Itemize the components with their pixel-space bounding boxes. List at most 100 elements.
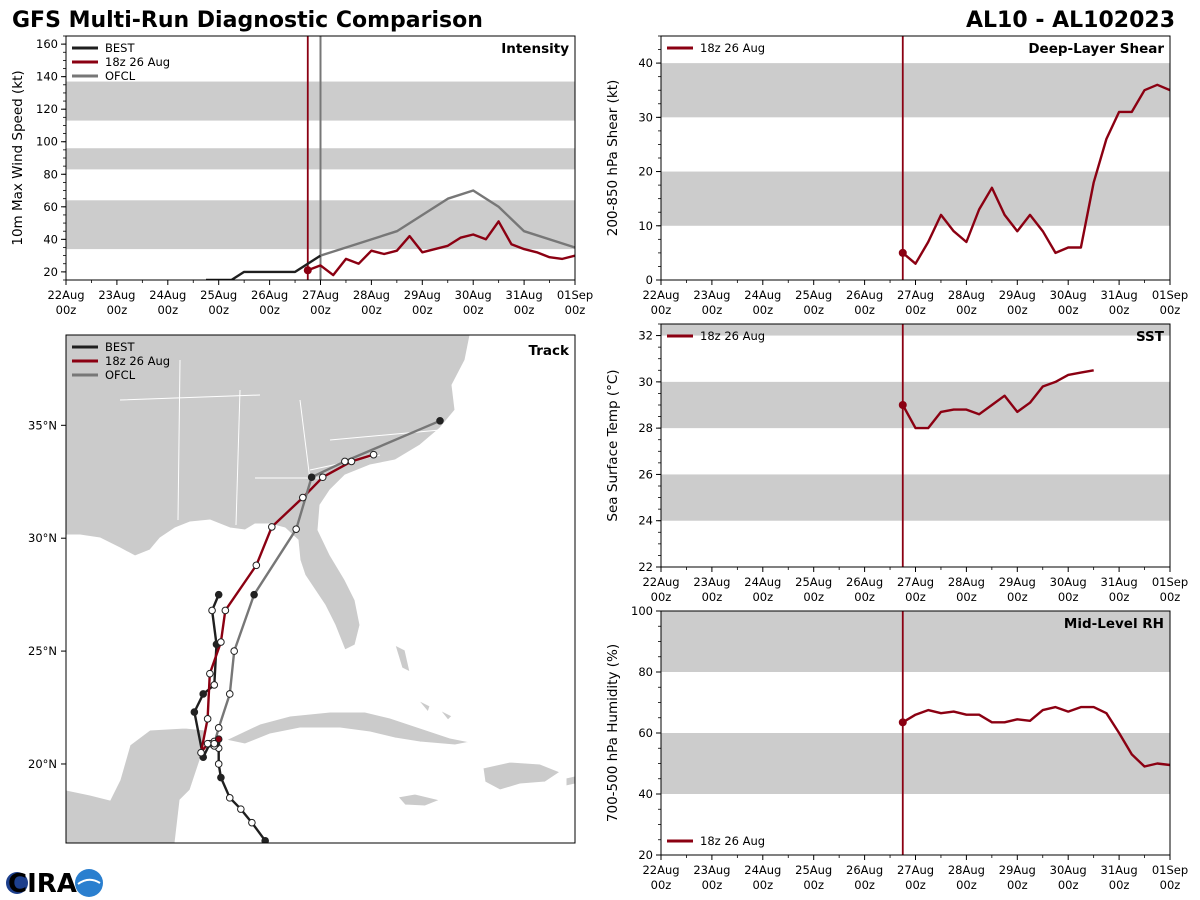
shear-ytick-label: 20 (638, 165, 653, 179)
sst-ylabel: Sea Surface Temp (°C) (605, 369, 621, 521)
map-us-mainland (66, 335, 471, 651)
sst-xtick-label: 30Aug (1050, 575, 1087, 589)
shear-panel: 01020304022Aug00z23Aug00z24Aug00z25Aug00… (605, 35, 1188, 317)
sst-ytick-label: 28 (638, 421, 653, 435)
shear-xtick-sublabel: 00z (854, 303, 875, 317)
intensity-xtick-label: 22Aug (47, 288, 84, 302)
sst-xtick-sublabel: 00z (752, 590, 773, 604)
track-point-best (261, 836, 269, 843)
shear-xtick-sublabel: 00z (1109, 303, 1130, 317)
cira-emblem-icon (75, 869, 103, 897)
rh-xtick-label: 30Aug (1050, 863, 1087, 877)
sst-ytick-label: 22 (638, 560, 653, 574)
intensity-xtick-label: 28Aug (353, 288, 390, 302)
intensity-xtick-sublabel: 00z (56, 303, 77, 317)
track-point-18z-26-aug (347, 457, 356, 466)
shear-xtick-label: 30Aug (1050, 288, 1087, 302)
shear-xtick-sublabel: 00z (803, 303, 824, 317)
track-point-ofcl (250, 590, 258, 599)
rh-xtick-sublabel: 00z (1160, 878, 1181, 892)
intensity-xtick-label: 31Aug (506, 288, 543, 302)
rh-xtick-sublabel: 00z (752, 878, 773, 892)
cira-emblem-swoosh (77, 878, 101, 885)
sst-band-1 (661, 381, 1170, 429)
track-point-best (217, 773, 225, 782)
intensity-legend-label: OFCL (105, 69, 136, 83)
sst-xtick-sublabel: 00z (803, 590, 824, 604)
intensity-legend-label: BEST (105, 41, 135, 55)
sst-band-0 (661, 474, 1170, 521)
intensity-xtick-sublabel: 00z (310, 303, 331, 317)
track-point-ofcl (436, 416, 444, 425)
track-ytick-label: 35°N (28, 418, 57, 432)
rh-xtick-label: 23Aug (693, 863, 730, 877)
shear-ytick-label: 30 (638, 110, 653, 124)
sst-xtick-label: 28Aug (948, 575, 985, 589)
track-point-best (248, 818, 256, 827)
track-point-best (214, 760, 223, 768)
sst-xtick-sublabel: 00z (905, 590, 926, 604)
rh-xtick-label: 29Aug (999, 863, 1036, 877)
intensity-xtick-sublabel: 00z (259, 303, 280, 317)
track-legend-label: 18z 26 Aug (105, 354, 170, 368)
sst-xtick-label: 26Aug (846, 575, 883, 589)
intensity-ytick-label: 120 (36, 102, 58, 116)
track-point-18z-26-aug (369, 450, 378, 459)
intensity-series-18z-26-aug (307, 220, 575, 277)
sst-ytick-label: 32 (638, 329, 653, 343)
map-yucatan (66, 727, 206, 843)
shear-legend-label: 18z 26 Aug (700, 41, 765, 55)
intensity-ylabel: 10m Max Wind Speed (kt) (10, 70, 26, 245)
rh-ytick-label: 20 (638, 848, 653, 862)
track-point-18z-26-aug (221, 606, 230, 615)
intensity-ytick-label: 100 (36, 135, 58, 149)
rh-xtick-label: 25Aug (795, 863, 832, 877)
intensity-xtick-sublabel: 00z (157, 303, 178, 317)
intensity-ytick-label: 20 (43, 265, 58, 279)
intensity-panel: 2040608010012014016022Aug00z23Aug00z24Au… (10, 35, 593, 317)
intensity-title: Intensity (501, 41, 569, 57)
rh-xtick-label: 24Aug (744, 863, 781, 877)
track-point-ofcl (292, 525, 300, 533)
track-point-ofcl (210, 739, 219, 748)
track-point-18z-26-aug (203, 739, 212, 748)
shear-xtick-label: 22Aug (642, 288, 679, 302)
rh-xtick-sublabel: 00z (854, 878, 875, 892)
sst-xtick-sublabel: 00z (854, 590, 875, 604)
map-puerto-rico (565, 775, 575, 787)
shear-xtick-label: 23Aug (693, 288, 730, 302)
map-jamaica (397, 793, 442, 807)
shear-xtick-sublabel: 00z (651, 303, 672, 317)
rh-band-1 (661, 611, 1170, 672)
shear-xtick-label: 31Aug (1101, 288, 1138, 302)
intensity-xtick-label: 30Aug (455, 288, 492, 302)
map-state-borders (119, 359, 441, 526)
rh-ytick-label: 60 (638, 726, 653, 740)
rh-ytick-label: 100 (631, 604, 653, 618)
track-point-ofcl (225, 690, 234, 698)
cira-globe-icon (6, 872, 28, 894)
shear-xtick-label: 28Aug (948, 288, 985, 302)
rh-title: Mid-Level RH (1064, 616, 1164, 632)
rh-xtick-label: 28Aug (948, 863, 985, 877)
track-ytick-label: 20°N (28, 757, 57, 771)
track-point-best (210, 681, 219, 689)
map-hispaniola (482, 761, 562, 791)
sst-series-18z-26-aug (901, 369, 1094, 430)
shear-ytick-label: 10 (638, 219, 653, 233)
shear-xtick-sublabel: 00z (1007, 303, 1028, 317)
shear-series-18z-26-aug (902, 83, 1170, 265)
track-point-18z-26-aug (203, 715, 212, 723)
intensity-xtick-label: 24Aug (149, 288, 186, 302)
rh-xtick-sublabel: 00z (651, 878, 672, 892)
intensity-legend-label: 18z 26 Aug (105, 55, 170, 69)
rh-panel: 2040608010022Aug00z23Aug00z24Aug00z25Aug… (605, 604, 1188, 892)
rh-ytick-label: 40 (638, 787, 653, 801)
intensity-xtick-label: 01Sep (557, 288, 593, 302)
track-point-18z-26-aug (252, 561, 261, 570)
track-point-ofcl (214, 724, 223, 732)
rh-xtick-sublabel: 00z (1007, 878, 1028, 892)
track-point-18z-26-aug (298, 493, 307, 502)
sst-xtick-sublabel: 00z (1007, 590, 1028, 604)
